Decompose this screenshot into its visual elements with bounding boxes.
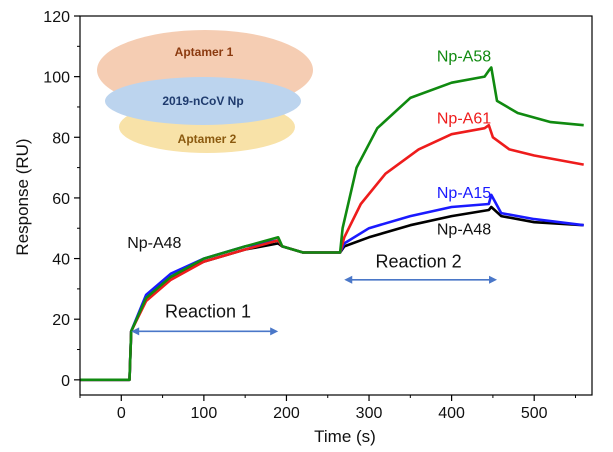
y-tick-label: 20 (52, 312, 70, 329)
target-label: 2019-nCoV Np (162, 94, 243, 108)
series-line-np-a58 (80, 66, 584, 382)
reaction-arrow-1 (131, 327, 279, 336)
x-tick-label: 500 (521, 405, 548, 422)
y-tick-label: 60 (52, 191, 70, 208)
x-tick-label: 400 (438, 405, 465, 422)
x-tick-label: 200 (273, 405, 300, 422)
reaction-label-2: Reaction 2 (376, 252, 462, 272)
x-tick-label: 300 (356, 405, 383, 422)
y-tick-label: 100 (43, 70, 70, 87)
series-label-np-a48: Np-A48 (437, 221, 491, 238)
binding-inset: Aptamer 1 2019-nCoV Np Aptamer 2 (97, 30, 313, 153)
reaction-arrow-2 (344, 275, 498, 284)
x-tick-label: 0 (117, 405, 126, 422)
x-tick-label: 100 (191, 405, 218, 422)
series-label-np-a58: Np-A58 (437, 48, 491, 65)
aptamer1-label: Aptamer 1 (175, 45, 234, 59)
series-label-np-a48: Np-A48 (127, 235, 181, 252)
reaction-label-1: Reaction 1 (165, 302, 251, 322)
series-line-np-a15 (80, 193, 584, 382)
series-label-np-a61: Np-A61 (437, 111, 491, 128)
y-axis-title: Response (RU) (13, 138, 32, 255)
y-tick-label: 0 (61, 373, 70, 390)
axes: 0 100 200 300 400 500 0 20 40 60 80 100 120 (43, 9, 593, 422)
y-tick-label: 40 (52, 252, 70, 269)
aptamer2-label: Aptamer 2 (178, 132, 237, 146)
plot-area: Np-A58 Np-A61 Np-A15 Np-A48 Np-A48 Reaction 1… (80, 48, 584, 382)
y-tick-label: 120 (43, 9, 70, 26)
x-axis-title: Time (s) (314, 427, 376, 446)
axes-frame (79, 15, 593, 396)
target-shape (105, 77, 301, 125)
series-label-np-a15: Np-A15 (437, 185, 491, 202)
y-tick-label: 80 (52, 130, 70, 147)
